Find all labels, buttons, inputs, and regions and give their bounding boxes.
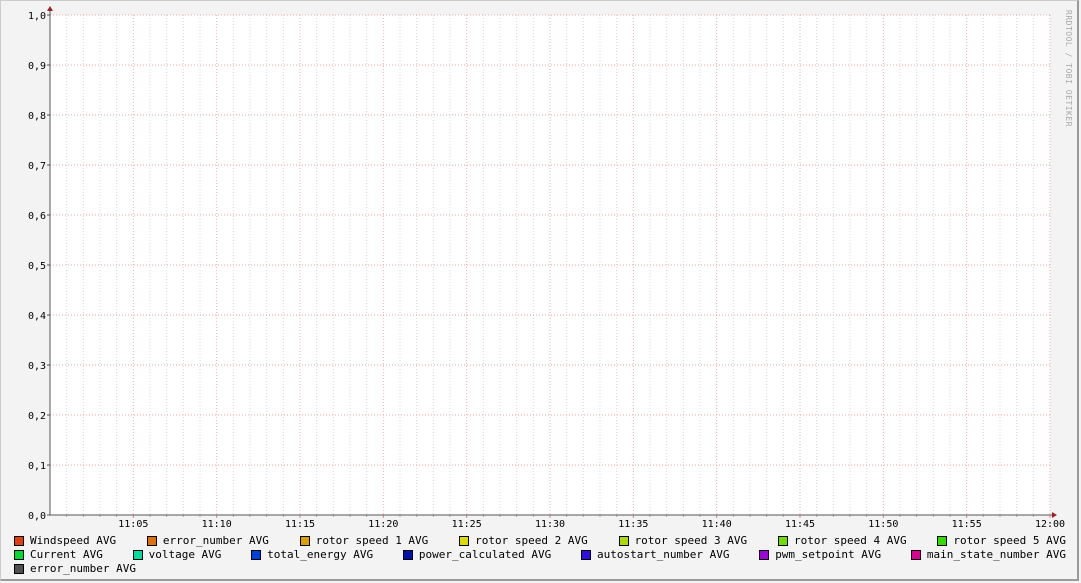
- x-axis-arrow: [1052, 512, 1057, 518]
- legend-label: error_number AVG: [30, 562, 136, 575]
- legend-label: error_number AVG: [162, 534, 269, 547]
- legend-swatch: [937, 535, 948, 546]
- y-tick-label: 0,8: [28, 111, 46, 122]
- y-tick-label: 0,7: [28, 161, 46, 172]
- legend-item: rotor speed 2 AVG: [459, 534, 588, 547]
- legend-item: rotor speed 1 AVG: [299, 534, 429, 547]
- legend-swatch: [146, 535, 157, 546]
- y-tick-label: 0,9: [28, 61, 46, 72]
- legend-label: total_energy AVG: [267, 548, 374, 561]
- y-tick-label: 0,4: [28, 311, 46, 322]
- legend-label: autostart_number AVG: [597, 548, 730, 561]
- legend-swatch: [251, 549, 262, 560]
- legend-swatch: [132, 549, 143, 560]
- y-tick-label: 0,3: [28, 361, 46, 372]
- watermark: RRDTOOL / TOBI OETIKER: [1064, 10, 1073, 127]
- legend-label: rotor speed 3 AVG: [634, 534, 748, 547]
- x-tick-label: 11:50: [868, 519, 898, 530]
- x-tick-label: 11:55: [952, 519, 982, 530]
- x-tick-label: 12:00: [1035, 519, 1065, 530]
- legend-swatch: [402, 549, 413, 560]
- legend-item: total_energy AVG: [251, 548, 373, 561]
- legend-swatch: [581, 549, 592, 560]
- y-axis-arrow: [47, 6, 53, 11]
- legend-item: pwm_setpoint AVG: [759, 548, 881, 561]
- legend-item: main_state_number AVG: [910, 548, 1066, 561]
- legend-swatch: [777, 535, 788, 546]
- legend-label: rotor speed 1 AVG: [315, 534, 429, 547]
- legend-label: rotor speed 5 AVG: [953, 534, 1066, 547]
- legend-item: Current AVG: [14, 548, 103, 561]
- x-tick-label: 11:15: [285, 519, 315, 530]
- legend-swatch: [618, 535, 629, 546]
- legend-item: voltage AVG: [132, 548, 222, 561]
- y-tick-label: 0,0: [28, 511, 46, 522]
- legend-label: main_state_number AVG: [926, 548, 1066, 561]
- legend-swatch: [459, 535, 470, 546]
- legend-item: rotor speed 3 AVG: [618, 534, 748, 547]
- y-tick-label: 0,6: [28, 211, 46, 222]
- legend-item: rotor speed 5 AVG: [937, 534, 1066, 547]
- legend-label: Windspeed AVG: [30, 534, 117, 547]
- legend-swatch: [14, 535, 24, 546]
- legend-swatch: [14, 549, 24, 560]
- legend-label: rotor speed 4 AVG: [793, 534, 907, 547]
- legend-item: Windspeed AVG: [14, 534, 116, 547]
- legend-row: error_number AVG: [14, 562, 1066, 575]
- legend-swatch: [14, 563, 24, 574]
- legend-item: rotor speed 4 AVG: [777, 534, 907, 547]
- y-tick-label: 0,2: [28, 411, 46, 422]
- legend-label: power_calculated AVG: [418, 548, 552, 561]
- x-tick-label: 11:20: [368, 519, 398, 530]
- legend-swatch: [759, 549, 770, 560]
- legend-swatch: [299, 535, 310, 546]
- legend-item: autostart_number AVG: [581, 548, 729, 561]
- legend-row: Current AVG voltage AVG total_energy AVG po…: [14, 548, 1066, 561]
- x-tick-label: 11:40: [702, 519, 732, 530]
- y-tick-label: 1,0: [28, 11, 46, 22]
- y-tick-label: 0,5: [28, 261, 46, 272]
- legend-label: voltage AVG: [148, 548, 222, 561]
- x-tick-label: 11:45: [785, 519, 815, 530]
- legend-label: pwm_setpoint AVG: [775, 548, 882, 561]
- x-tick-label: 11:10: [202, 519, 232, 530]
- legend-row: Windspeed AVG error_number AVG rotor speed…: [14, 534, 1066, 547]
- x-tick-label: 11:25: [452, 519, 482, 530]
- x-tick-label: 11:30: [535, 519, 565, 530]
- legend-swatch: [910, 549, 921, 560]
- legend-item: power_calculated AVG: [402, 548, 552, 561]
- y-tick-label: 0,1: [28, 461, 46, 472]
- x-tick-label: 11:35: [618, 519, 648, 530]
- legend-item: error_number AVG: [146, 534, 269, 547]
- legend-label: rotor speed 2 AVG: [475, 534, 588, 547]
- legend-item: error_number AVG: [14, 562, 136, 575]
- legend-label: Current AVG: [30, 548, 103, 561]
- x-tick-label: 11:05: [118, 519, 148, 530]
